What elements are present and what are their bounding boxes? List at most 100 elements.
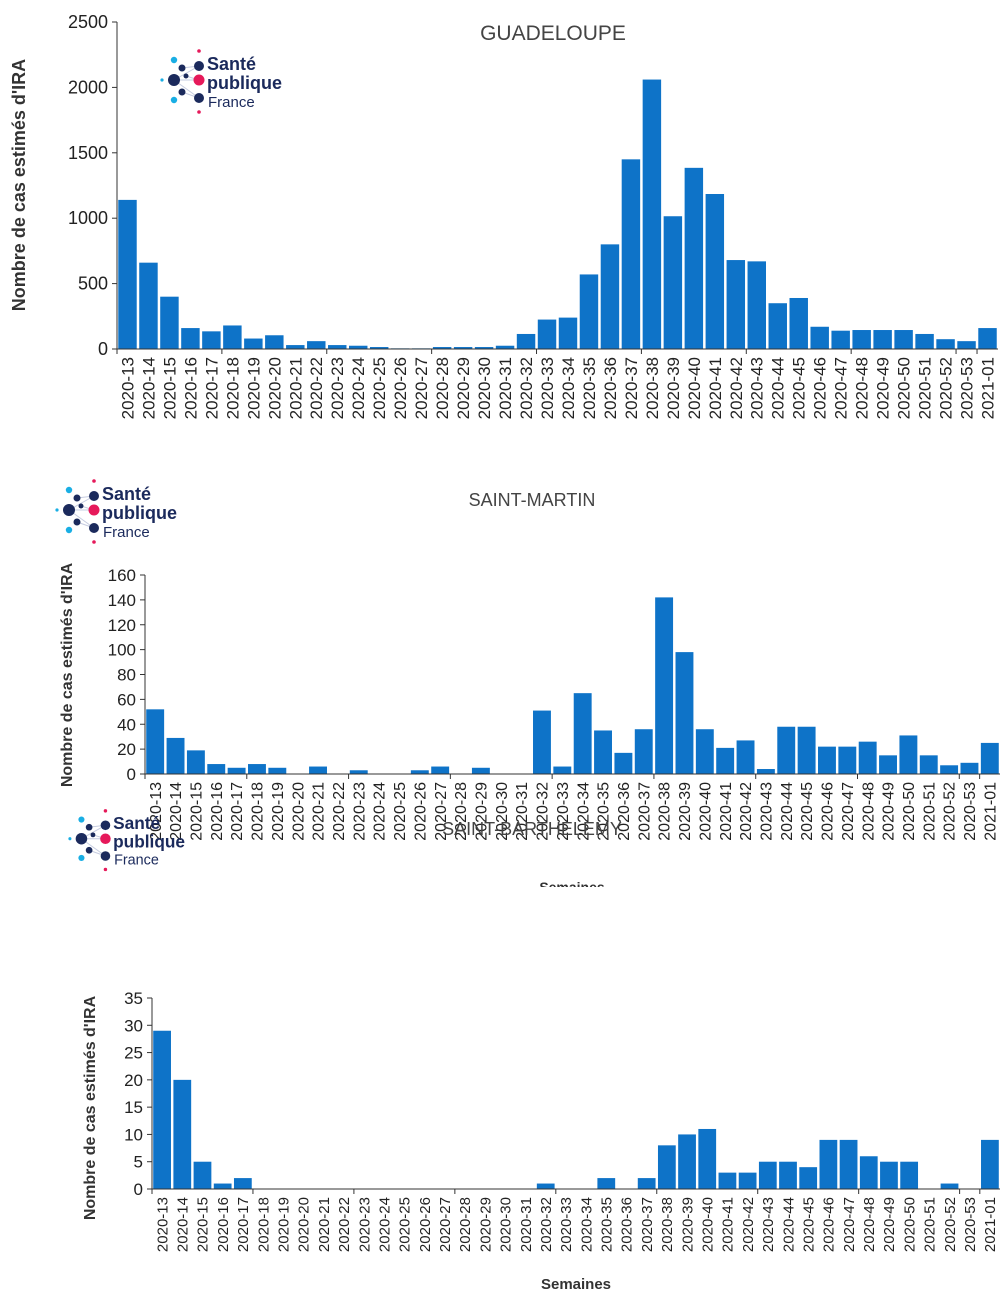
bar (779, 1161, 797, 1189)
bar (698, 1128, 717, 1189)
logo-dot-icon (78, 854, 85, 861)
x-tick-label: 2020-52 (942, 782, 959, 841)
x-tick-label: 2020-53 (962, 782, 979, 841)
logo-dot-icon (89, 491, 99, 501)
x-tick-label: 2020-38 (657, 782, 674, 841)
bar (831, 330, 850, 349)
x-tick-label: 2020-23 (328, 357, 347, 419)
x-tick-label: 2020-36 (619, 1197, 636, 1252)
x-tick-label: 2020-35 (596, 782, 613, 841)
x-tick-label: 2020-14 (175, 1197, 192, 1252)
bar (558, 317, 578, 349)
logo-dot-icon (73, 494, 81, 502)
x-tick-label: 2020-40 (699, 1197, 716, 1252)
bar (248, 764, 266, 774)
bar (349, 770, 368, 774)
x-tick-label: 2020-39 (679, 1197, 696, 1252)
x-tick-label: 2020-17 (202, 357, 221, 419)
bar (655, 597, 674, 774)
x-tick-label: 2020-48 (861, 1197, 878, 1252)
bar (789, 297, 808, 349)
x-tick-label: 2020-27 (437, 1197, 454, 1252)
x-tick-label: 2020-30 (475, 357, 494, 419)
bar (579, 274, 599, 349)
bar (349, 345, 368, 349)
y-tick-label: 100 (108, 641, 136, 660)
bar (573, 693, 592, 774)
x-tick-label: 2020-40 (697, 782, 714, 841)
bar (621, 159, 641, 349)
x-tick-label: 2020-49 (881, 1197, 898, 1252)
x-tick-label: 2020-38 (643, 357, 662, 419)
logo-dot-icon (197, 49, 201, 53)
logo-text-france: France (103, 524, 150, 541)
x-tick-label: 2020-38 (659, 1197, 676, 1252)
x-tick-label: 2020-16 (181, 357, 200, 419)
x-tick-label: 2020-22 (336, 1197, 353, 1252)
logo-dot-icon (85, 846, 93, 854)
bar (678, 1134, 696, 1189)
bar (600, 244, 620, 349)
bar (431, 766, 450, 774)
x-tick-label: 2020-33 (538, 357, 557, 419)
logo-dot-icon (183, 73, 189, 79)
bar (207, 764, 226, 774)
logo-dot-icon (55, 508, 59, 512)
x-tick-label: 2020-25 (370, 357, 389, 419)
y-tick-label: 20 (117, 740, 136, 759)
x-tick-label: 2020-21 (316, 1197, 333, 1252)
x-tick-label: 2020-22 (331, 782, 348, 841)
x-tick-label: 2020-52 (937, 357, 956, 419)
x-tick-label: 2020-30 (498, 1197, 515, 1252)
x-tick-label: 2020-40 (685, 357, 704, 419)
bar (453, 347, 473, 349)
bar (118, 199, 137, 349)
logo-dot-icon (73, 518, 81, 526)
bar (981, 1139, 999, 1189)
x-tick-label: 2020-45 (800, 1197, 817, 1252)
bar (471, 767, 490, 774)
logo-dot-icon (65, 526, 73, 534)
x-tick-label: 2020-26 (417, 1197, 434, 1252)
bar (160, 296, 179, 349)
x-tick-label: 2020-45 (790, 357, 809, 419)
x-tick-label: 2020-48 (853, 357, 872, 419)
x-tick-label: 2021-01 (982, 1197, 999, 1252)
y-axis-title: Nombre de cas estimés d'IRA (59, 562, 76, 787)
bar (533, 710, 551, 774)
bar (328, 345, 347, 349)
bar (309, 766, 327, 774)
bar (747, 261, 766, 349)
logo-dot-icon (197, 110, 201, 114)
bar (818, 746, 836, 774)
y-tick-label: 60 (117, 690, 136, 709)
x-tick-label: 2020-20 (290, 782, 307, 841)
y-tick-label: 5 (134, 1153, 143, 1172)
chart-title: SAINT-BARTHELEMY (442, 819, 622, 839)
x-tick-label: 2020-20 (265, 357, 284, 419)
logo-dot-icon (100, 820, 111, 831)
bar (919, 755, 938, 774)
x-tick-label: 2020-18 (250, 782, 267, 841)
x-tick-label: 2020-24 (349, 357, 368, 419)
chart-title: GUADELOUPE (480, 22, 626, 45)
y-tick-label: 500 (78, 274, 108, 294)
x-tick-label: 2020-37 (622, 357, 641, 419)
x-tick-label: 2020-39 (677, 782, 694, 841)
logo-dot-icon (194, 61, 204, 71)
bar (758, 1161, 777, 1189)
logo-text-publique: publique (102, 503, 177, 523)
x-tick-label: 2020-20 (296, 1197, 313, 1252)
bar (536, 1183, 555, 1189)
x-tick-label: 2020-29 (473, 782, 490, 841)
bar (838, 746, 857, 774)
x-tick-label: 2020-27 (433, 782, 450, 841)
x-tick-label: 2020-51 (922, 1197, 939, 1252)
x-tick-label: 2020-37 (639, 1197, 656, 1252)
x-tick-label: 2020-26 (391, 357, 410, 419)
bar (819, 1139, 838, 1189)
bar (202, 331, 221, 349)
y-tick-label: 40 (117, 715, 136, 734)
x-tick-label: 2020-53 (962, 1197, 979, 1252)
